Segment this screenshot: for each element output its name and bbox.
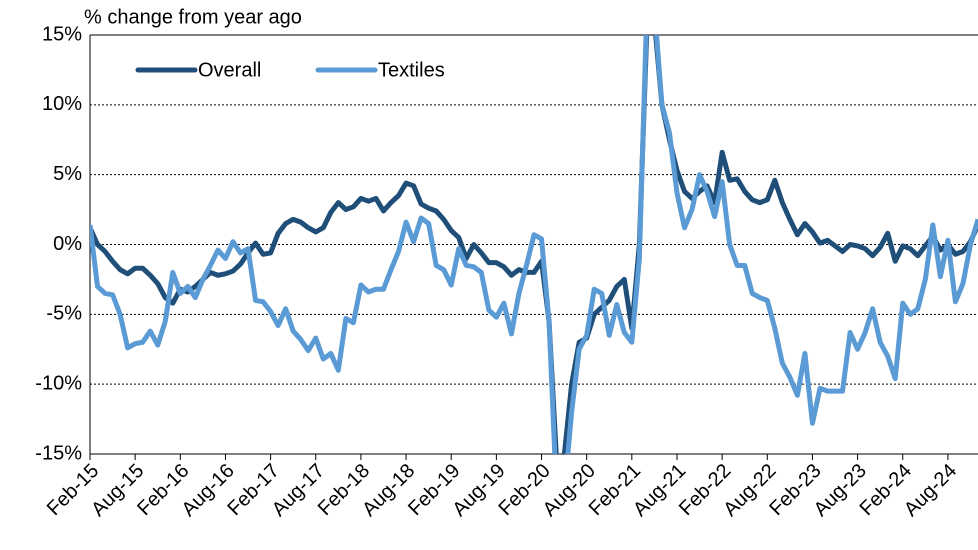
y-tick-label: -15%: [35, 442, 82, 464]
y-tick-label: -5%: [46, 303, 82, 325]
plot-area: [90, 35, 978, 454]
y-tick-label: -10%: [35, 372, 82, 394]
line-series: [90, 35, 978, 454]
line-series: [90, 35, 978, 454]
y-tick-label: 15%: [42, 23, 82, 45]
y-tick-label: 5%: [53, 163, 82, 185]
legend-label: Textiles: [378, 59, 445, 81]
axis-title: % change from year ago: [84, 6, 302, 28]
y-tick-label: 0%: [53, 233, 82, 255]
legend-label: Overall: [198, 59, 261, 81]
y-tick-label: 10%: [42, 93, 82, 115]
